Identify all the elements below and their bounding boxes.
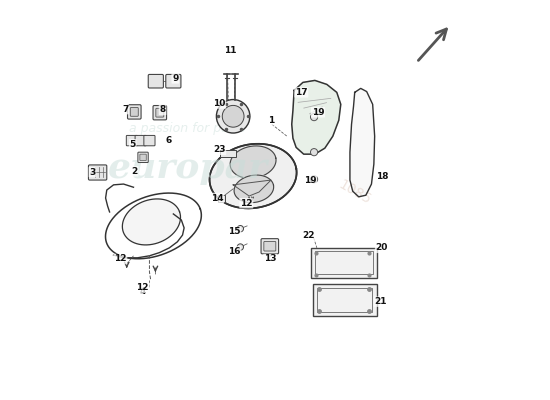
FancyBboxPatch shape [311, 248, 377, 278]
FancyBboxPatch shape [156, 108, 164, 117]
Text: 12: 12 [136, 283, 149, 292]
Text: 21: 21 [375, 297, 387, 306]
FancyBboxPatch shape [144, 136, 155, 146]
FancyBboxPatch shape [126, 136, 138, 146]
FancyBboxPatch shape [261, 239, 279, 254]
Polygon shape [122, 199, 180, 245]
FancyBboxPatch shape [148, 74, 163, 88]
Text: 10: 10 [213, 99, 225, 108]
Polygon shape [292, 80, 341, 154]
Text: 11: 11 [224, 46, 236, 55]
FancyBboxPatch shape [264, 242, 276, 251]
Circle shape [216, 100, 250, 133]
FancyBboxPatch shape [219, 150, 235, 156]
FancyBboxPatch shape [313, 284, 377, 316]
Text: 9: 9 [172, 74, 179, 83]
Text: 13: 13 [264, 254, 277, 264]
Polygon shape [230, 146, 276, 178]
FancyBboxPatch shape [130, 108, 138, 116]
Text: 14: 14 [211, 194, 223, 202]
Text: 12: 12 [114, 254, 126, 264]
Text: 2: 2 [131, 167, 138, 176]
Text: 19: 19 [304, 176, 316, 184]
Circle shape [311, 148, 318, 156]
FancyBboxPatch shape [153, 106, 167, 120]
Text: 17: 17 [295, 88, 307, 97]
Text: 1085: 1085 [336, 177, 373, 207]
Text: 12: 12 [240, 199, 252, 208]
FancyBboxPatch shape [138, 152, 149, 162]
Text: 15: 15 [228, 227, 240, 236]
Text: 5: 5 [130, 140, 136, 149]
Text: 3: 3 [89, 168, 96, 176]
FancyBboxPatch shape [135, 136, 146, 146]
Text: 22: 22 [302, 231, 315, 240]
Circle shape [222, 106, 244, 127]
Polygon shape [350, 88, 375, 197]
FancyBboxPatch shape [128, 105, 141, 119]
Circle shape [311, 114, 318, 121]
Text: 1: 1 [268, 116, 274, 125]
Text: 23: 23 [213, 145, 225, 154]
Circle shape [237, 226, 244, 232]
Polygon shape [234, 175, 274, 203]
Text: a passion for parts: a passion for parts [129, 122, 245, 135]
FancyBboxPatch shape [317, 288, 372, 312]
Text: 7: 7 [122, 105, 128, 114]
Text: 8: 8 [160, 106, 166, 114]
FancyBboxPatch shape [315, 251, 373, 274]
Text: 19: 19 [312, 108, 324, 117]
Text: 4: 4 [139, 287, 145, 296]
Text: 16: 16 [228, 246, 240, 256]
Polygon shape [210, 144, 296, 208]
Text: 18: 18 [376, 172, 388, 180]
FancyBboxPatch shape [166, 74, 181, 88]
Text: europar: europar [107, 151, 267, 185]
FancyBboxPatch shape [89, 165, 107, 180]
Text: 20: 20 [376, 243, 388, 252]
Circle shape [311, 176, 318, 183]
Circle shape [237, 244, 244, 250]
FancyBboxPatch shape [140, 154, 146, 160]
Text: 6: 6 [165, 136, 171, 145]
FancyBboxPatch shape [218, 195, 225, 202]
